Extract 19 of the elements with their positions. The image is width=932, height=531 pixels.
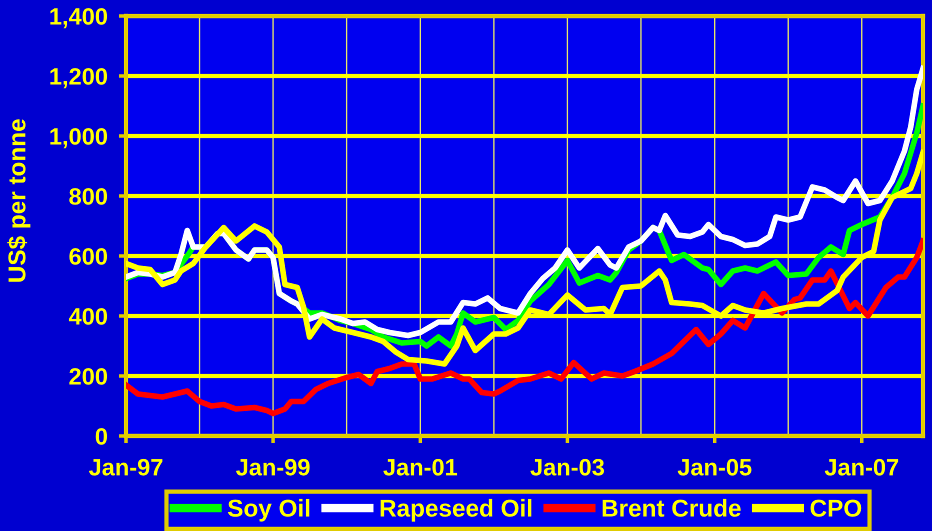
y-tick-label: 600 [69,248,107,265]
x-tick-label: Jan-07 [824,458,898,476]
y-tick-label: 1,200 [50,68,107,88]
legend-label: Brent Crude [602,498,741,517]
y-tick-label: 1,000 [50,128,107,148]
x-tick-label: Jan-05 [678,458,752,476]
x-tick-label: Jan-97 [88,458,162,476]
y-tick-label: 400 [68,308,107,325]
legend-label: CPO [810,500,862,517]
y-tick-label: 0 [96,428,107,445]
legend-label: Soy Oil [228,498,310,522]
x-tick-label: Jan-03 [530,458,604,476]
y-tick-label: 1,400 [50,8,107,28]
x-tick-label: Jan-99 [236,458,310,476]
y-axis-title: US$ per tonne [7,119,30,282]
legend-label: Rapeseed Oil [380,498,532,522]
x-tick-label: Jan-01 [383,458,458,476]
y-tick-label: 800 [69,188,107,205]
y-tick-label: 200 [69,368,107,385]
